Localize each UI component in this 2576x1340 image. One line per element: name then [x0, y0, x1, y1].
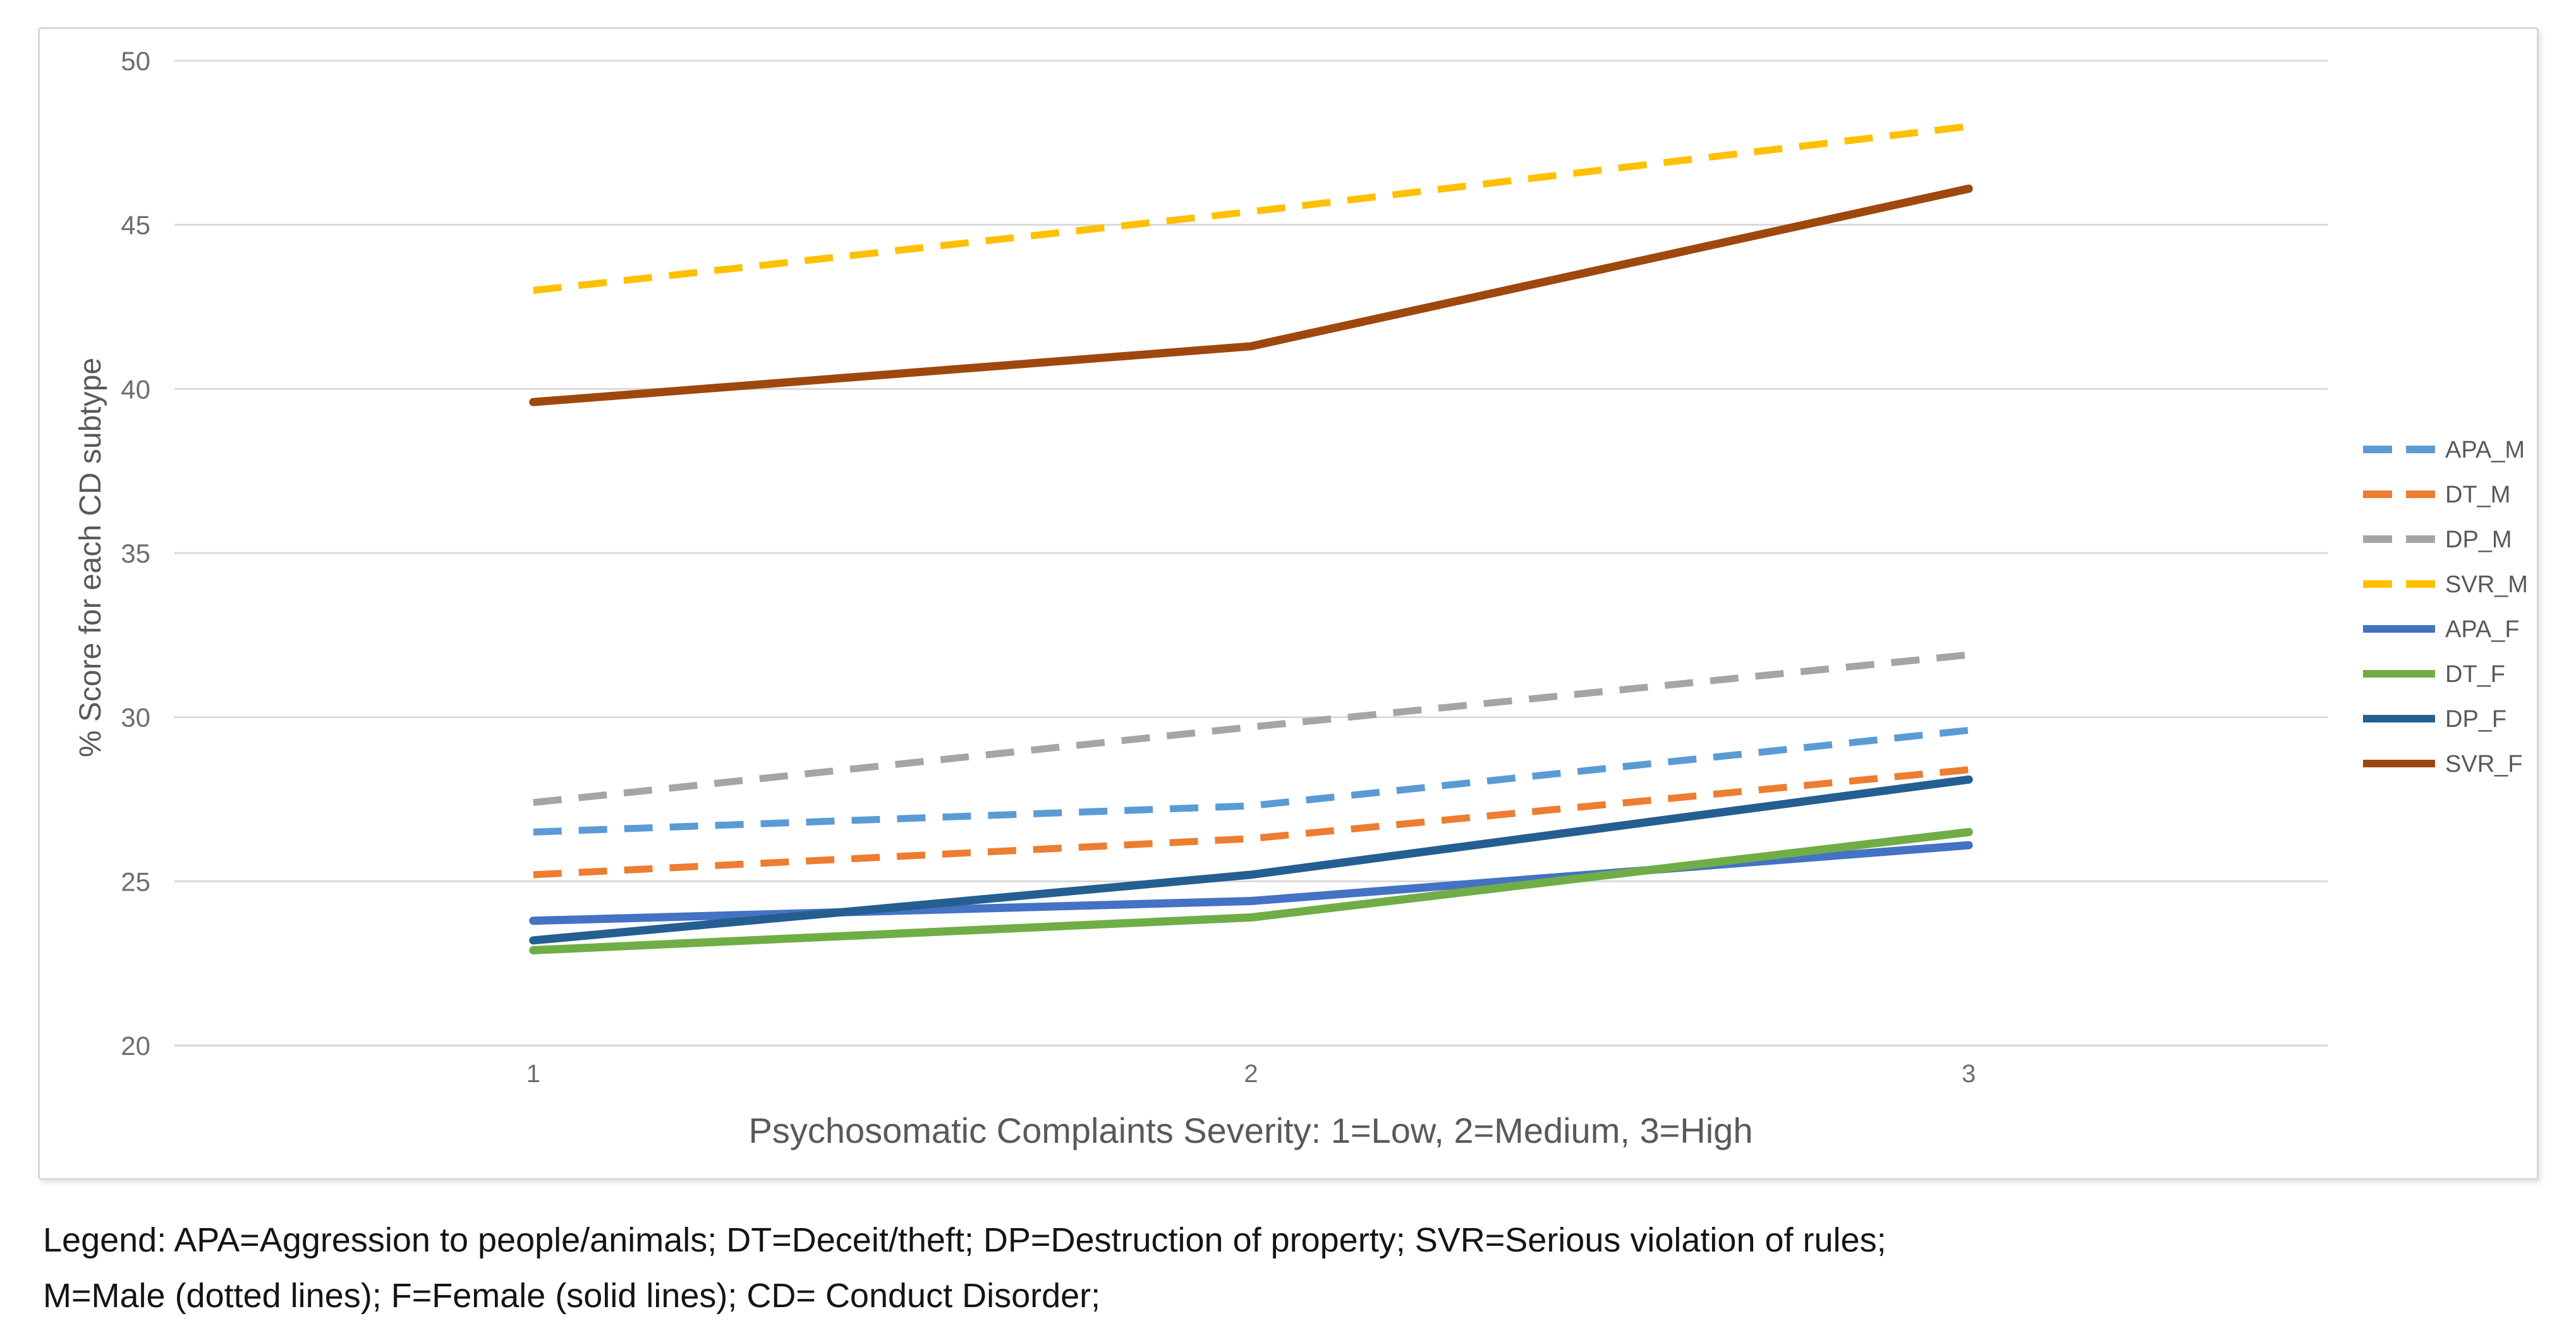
x-tick-label-1: 1 — [526, 1060, 540, 1088]
legend-item-APA_M: APA_M — [2363, 437, 2525, 463]
caption-line-2: M=Male (dotted lines); F=Female (solid l… — [43, 1277, 1101, 1315]
line-chart: 50 45 40 35 30 25 20 1 2 3 Psychosomatic Complai… — [74, 46, 2528, 1150]
y-axis-tick-labels: 50 45 40 35 30 25 20 — [121, 46, 150, 1061]
legend-item-DT_M: DT_M — [2363, 482, 2510, 508]
x-tick-label-3: 3 — [1962, 1060, 1976, 1088]
figure-caption: Legend: APA=Aggression to people/animals… — [43, 1212, 2539, 1324]
gridlines — [174, 59, 2328, 1047]
legend-label-DP_M: DP_M — [2445, 527, 2512, 553]
x-axis-title: Psychosomatic Complaints Severity: 1=Low… — [749, 1111, 1753, 1150]
legend-item-APA_F: APA_F — [2363, 616, 2520, 643]
series-line-DT_F — [529, 827, 1973, 954]
legend-label-SVR_M: SVR_M — [2445, 571, 2528, 598]
chart-legend: APA_M DT_M DP_M SVR_M APA_F DT_F DP_F SVR_F — [2363, 437, 2528, 777]
y-axis-title: % Score for each CD subtype — [74, 358, 107, 757]
caption-line-1: Legend: APA=Aggression to people/animals… — [43, 1221, 1886, 1259]
series-line-DT_M — [533, 766, 1969, 879]
y-tick-label-20: 20 — [121, 1031, 150, 1061]
x-tick-label-2: 2 — [1244, 1060, 1258, 1088]
series-line-APA_M — [533, 726, 1969, 836]
legend-label-APA_F: APA_F — [2445, 616, 2520, 643]
series-line-DP_M — [533, 651, 1969, 807]
series-line-DP_F — [529, 775, 1973, 945]
legend-item-SVR_M: SVR_M — [2363, 571, 2528, 598]
chart-frame: 50 45 40 35 30 25 20 1 2 3 Psychosomatic Complai… — [38, 27, 2539, 1180]
y-tick-label-35: 35 — [121, 539, 150, 568]
legend-label-DP_F: DP_F — [2445, 706, 2506, 733]
y-tick-label-25: 25 — [121, 867, 150, 896]
legend-label-APA_M: APA_M — [2445, 437, 2525, 463]
legend-label-DT_M: DT_M — [2445, 482, 2510, 508]
y-tick-label-40: 40 — [121, 374, 150, 404]
legend-item-SVR_F: SVR_F — [2363, 751, 2522, 777]
legend-item-DT_F: DT_F — [2363, 661, 2505, 688]
x-axis-tick-labels: 1 2 3 — [526, 1060, 1976, 1088]
series-lines — [529, 123, 1973, 954]
y-tick-label-50: 50 — [121, 46, 150, 76]
series-line-SVR_F — [529, 185, 1973, 406]
legend-item-DP_M: DP_M — [2363, 527, 2512, 553]
legend-label-DT_F: DT_F — [2445, 661, 2505, 688]
y-tick-label-45: 45 — [121, 210, 150, 240]
legend-item-DP_F: DP_F — [2363, 706, 2506, 733]
y-tick-label-30: 30 — [121, 703, 150, 733]
legend-label-SVR_F: SVR_F — [2445, 751, 2522, 777]
series-line-SVR_M — [533, 123, 1969, 294]
